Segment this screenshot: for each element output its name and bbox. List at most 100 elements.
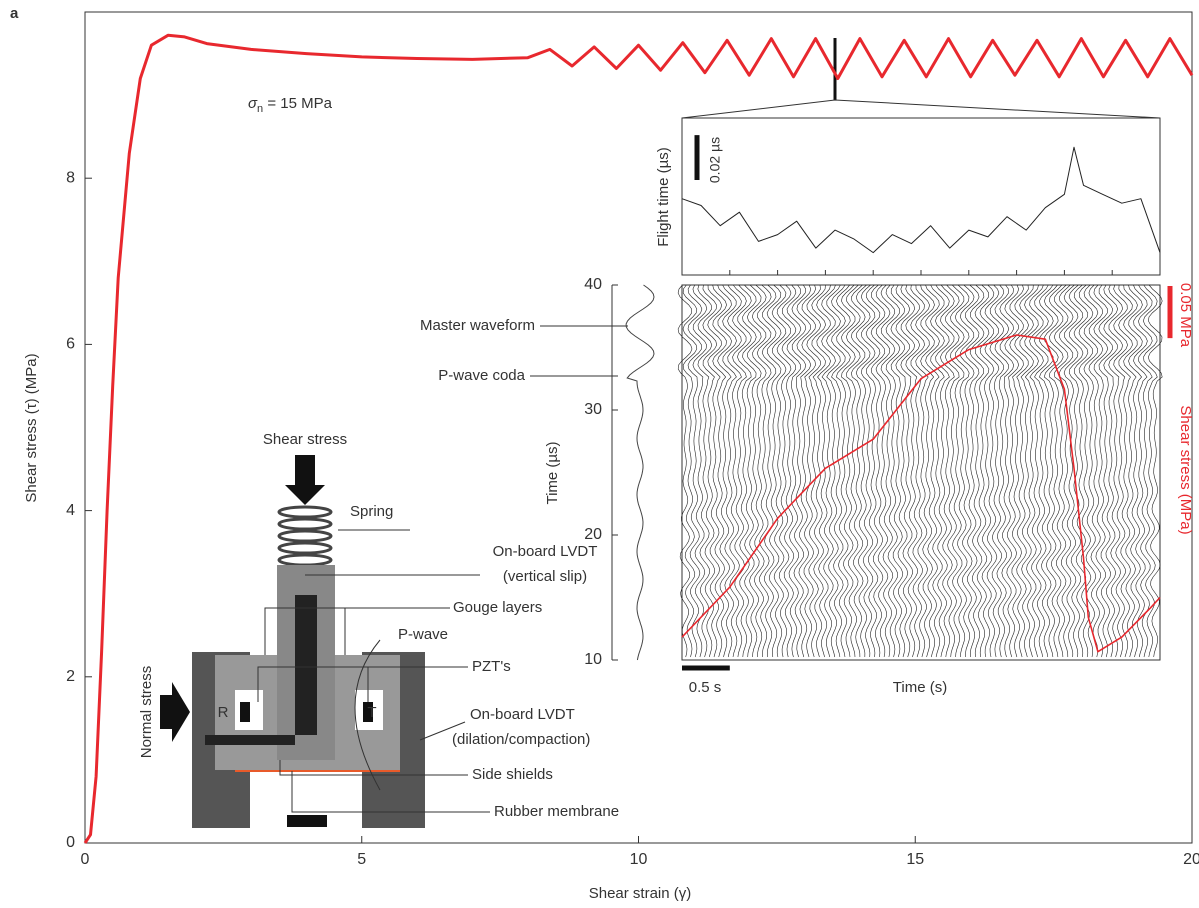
waveform-trace	[687, 284, 703, 658]
diagram-label: On-board LVDT	[493, 543, 598, 560]
waveform-trace	[885, 284, 901, 658]
waveform-trace	[895, 284, 911, 658]
waveform-trace	[1009, 284, 1024, 658]
waveform-trace	[836, 284, 851, 658]
diagram-label: PZT's	[472, 658, 511, 675]
waveform-trace	[940, 284, 955, 658]
waveform-trace	[1058, 284, 1074, 658]
waveform-trace	[1147, 284, 1163, 658]
waveform-trace	[994, 284, 1010, 658]
waveform-trace	[1073, 284, 1089, 658]
waveform-trace	[682, 284, 698, 658]
waveform-trace	[915, 284, 930, 658]
waveform-trace	[1123, 284, 1138, 658]
waveform-trace	[1029, 284, 1044, 658]
waveform-trace	[722, 284, 737, 658]
waveform-trace	[826, 284, 841, 658]
waveform-trace	[930, 284, 945, 658]
x-axis-label: Time (s)	[893, 679, 947, 696]
waveform-trace	[1108, 284, 1123, 658]
waveform-trace	[1093, 284, 1109, 658]
waveform-trace	[1024, 284, 1039, 658]
waveform-trace	[751, 284, 767, 657]
x-tick-label: 20	[1183, 851, 1199, 868]
annotation-subscript: n	[257, 103, 263, 115]
waveform-trace	[1004, 284, 1020, 658]
waveform-trace	[1133, 284, 1148, 658]
waveform-trace	[781, 284, 797, 658]
waveform-trace	[910, 284, 925, 658]
annotation: σn = 15 MPa	[248, 95, 333, 115]
scale-bar-label: 0.5 s	[689, 679, 722, 696]
diagram-label: Side shields	[472, 766, 553, 783]
y-tick-label: 10	[584, 651, 602, 668]
y-axis-label: Time (µs)	[544, 441, 561, 504]
waveform-trace	[989, 284, 1005, 658]
waveform-trace	[959, 284, 975, 657]
waveform-trace	[756, 284, 772, 658]
apparatus	[160, 455, 490, 828]
waveform-trace	[742, 284, 757, 658]
master-waveform	[625, 284, 655, 661]
x-tick-label: 15	[906, 851, 924, 868]
waveform-trace	[771, 284, 787, 658]
annotation-text: = 15 MPa	[263, 95, 332, 112]
waveform-trace	[1118, 284, 1133, 658]
waveform-trace	[746, 284, 762, 658]
waveform-trace	[880, 284, 896, 658]
waveform-trace	[692, 284, 708, 658]
waveform-trace	[954, 284, 970, 658]
waveform-trace	[712, 284, 727, 658]
y-axis-label: Flight time (µs)	[655, 147, 672, 247]
waveform-trace	[900, 284, 916, 658]
waveform-trace	[1088, 284, 1104, 658]
waveform-trace	[697, 284, 713, 658]
waveform-trace	[801, 284, 817, 658]
waveform-trace	[1063, 284, 1079, 658]
waveform-trace	[1103, 284, 1119, 658]
waveform-trace	[875, 284, 891, 658]
waveform-trace	[979, 284, 995, 658]
scale-bar-label: 0.02 µs	[707, 137, 723, 183]
waveform-trace	[850, 284, 866, 658]
diagram-label: Rubber membrane	[494, 803, 619, 820]
waveform-trace	[1128, 284, 1143, 658]
zoom-connector	[681, 99, 1161, 119]
waveform-trace	[1048, 284, 1064, 658]
waveform-trace	[707, 284, 723, 658]
waveform-trace	[796, 284, 812, 658]
waveform-trace	[905, 284, 921, 658]
scale-bar-label: 0.05 MPa	[1177, 283, 1194, 348]
inset-frame	[681, 117, 1161, 276]
waveform-trace	[964, 284, 980, 658]
data-line	[681, 334, 1161, 653]
waveform-trace	[811, 284, 826, 658]
diagram-label: (dilation/compaction)	[452, 731, 590, 748]
waveform-trace	[855, 284, 871, 658]
annotation: P-wave coda	[438, 367, 525, 384]
diagram-label: Normal stress	[138, 666, 155, 759]
waveform-trace	[776, 284, 792, 658]
annotation-symbol: σ	[248, 95, 258, 112]
waveform-trace	[841, 284, 856, 658]
waveform-trace	[1078, 284, 1094, 658]
waveform-trace	[816, 284, 831, 658]
waveform-trace	[845, 284, 861, 658]
y-tick-label: 8	[66, 169, 75, 186]
diagram-label: Shear stress	[263, 431, 347, 448]
diagram-label: R	[218, 704, 229, 721]
y-tick-label: 0	[66, 834, 75, 851]
diagram-label: On-board LVDT	[470, 706, 575, 723]
waveform-trace	[1142, 284, 1158, 658]
waveform-trace	[1019, 284, 1034, 658]
x-axis-label: Shear strain (γ)	[589, 885, 692, 902]
diagram-label: P-wave	[398, 626, 448, 643]
panel-label: a	[10, 5, 19, 22]
diagram-label: T	[367, 704, 376, 721]
diagram-label: (vertical slip)	[503, 568, 587, 585]
y-tick-label: 20	[584, 526, 602, 543]
y2-axis-label: Shear stress (MPa)	[1177, 405, 1194, 534]
waveform-trace	[890, 284, 906, 658]
waveform-trace	[870, 284, 886, 658]
